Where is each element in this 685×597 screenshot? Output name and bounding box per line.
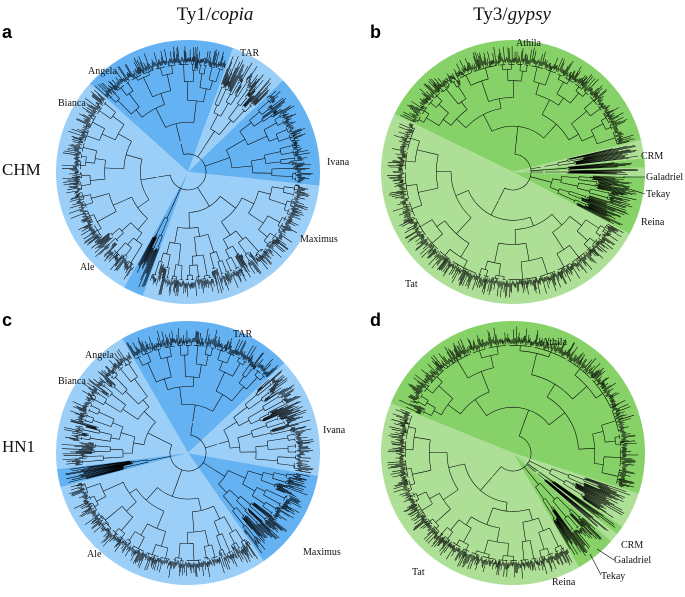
- clade-sector-ivana: [188, 362, 320, 476]
- panel-letter-a: a: [2, 22, 13, 42]
- clade-sector-galadriel: [513, 158, 645, 172]
- phylogenetic-tree-d: [387, 326, 639, 579]
- clade-sectors-b: [381, 40, 646, 304]
- clade-label-angela: Angela: [85, 350, 114, 361]
- clade-sector-ale: [142, 172, 320, 305]
- panel-letter-c: c: [2, 310, 12, 330]
- clade-sectors-d: [380, 320, 646, 586]
- panel-letter-d: d: [370, 310, 381, 330]
- tree-branches: [386, 46, 639, 298]
- clade-sectors-a: [55, 39, 321, 305]
- clade-label-ale: Ale: [87, 549, 102, 560]
- clade-label-bianca: Bianca: [58, 376, 86, 387]
- clade-label-tat: Tat: [405, 279, 418, 290]
- row-label-hn1: HN1: [2, 437, 35, 456]
- clade-label-tar: TAR: [240, 48, 260, 59]
- clade-sector-reina: [513, 453, 612, 568]
- tree-branches: [61, 328, 314, 578]
- clade-sector-angela: [55, 83, 188, 288]
- clade-sector-bianca: [56, 453, 189, 488]
- clade-label-bianca: Bianca: [58, 98, 86, 109]
- leader-line-tekay: [622, 186, 646, 195]
- clade-label-reina: Reina: [641, 217, 665, 228]
- clade-label-athila: Athila: [542, 337, 568, 348]
- clade-sector-maximus: [188, 80, 321, 186]
- clade-sector-maximus: [188, 453, 318, 562]
- row-label-chm: CHM: [2, 160, 41, 179]
- leader-line-galadriel: [596, 548, 615, 561]
- clade-sector-tat: [380, 403, 579, 586]
- clade-label-athila: Athila: [516, 38, 542, 49]
- column-title-gypsy: Ty3/gypsy: [473, 4, 551, 25]
- clade-label-galadriel: Galadriel: [614, 555, 651, 566]
- panel-c: c TAR Ivana Maximus Ale Bianca Angela: [2, 310, 346, 585]
- clade-label-angela: Angela: [88, 66, 117, 77]
- clade-sector-crm: [513, 140, 645, 172]
- tree-branches: [387, 326, 639, 579]
- panel-b: b Athila CRM Galadriel Tekay Reina Tat: [370, 22, 683, 304]
- clade-label-maximus: Maximus: [303, 547, 341, 558]
- clade-label-tekay: Tekay: [601, 571, 625, 582]
- clade-label-tekay: Tekay: [646, 189, 670, 200]
- leader-line-tekay: [589, 553, 602, 576]
- clade-label-ivana: Ivana: [327, 157, 350, 168]
- clade-label-reina: Reina: [552, 577, 576, 588]
- clade-label-crm: CRM: [641, 151, 663, 162]
- clade-label-tat: Tat: [412, 567, 425, 578]
- clade-sectors-c: [55, 320, 320, 585]
- column-title-copia: Ty1/copia: [177, 4, 254, 25]
- phylogenetic-tree-c: [61, 328, 314, 578]
- clade-label-maximus: Maximus: [300, 234, 338, 245]
- clade-label-galadriel: Galadriel: [646, 172, 683, 183]
- clade-sector-crm: [513, 453, 639, 527]
- tree-branches: [61, 46, 314, 297]
- panel-letter-b: b: [370, 22, 381, 42]
- clade-label-crm: CRM: [621, 540, 643, 551]
- clade-sector-ale: [60, 453, 264, 585]
- clade-label-tar: TAR: [233, 329, 253, 340]
- phylogenetic-tree-b: [386, 46, 639, 298]
- clade-label-ale: Ale: [80, 262, 95, 273]
- panel-d: d Athila CRM Galadriel Tekay Reina Tat: [370, 310, 651, 588]
- phylogenetic-tree-a: [61, 46, 314, 297]
- panel-a: a TAR Ivana Maximus Ale Bianca Angela: [2, 22, 350, 305]
- clade-sector-tar: [89, 39, 234, 173]
- clade-label-ivana: Ivana: [323, 425, 346, 436]
